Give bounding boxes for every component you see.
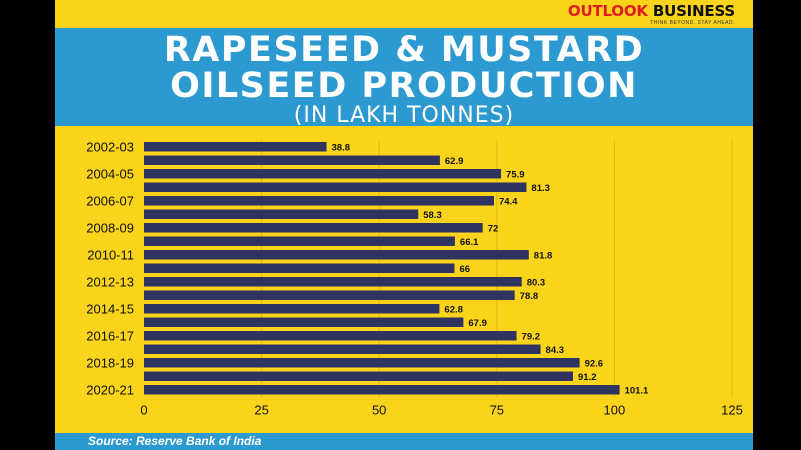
category-label: 2016-17 <box>86 329 134 344</box>
bar <box>144 182 527 192</box>
value-label: 81.3 <box>531 183 550 194</box>
bar <box>144 344 541 354</box>
infographic: OUTLOOK BUSINESS THINK BEYOND. STAY AHEA… <box>55 0 753 450</box>
value-label: 58.3 <box>423 210 442 221</box>
footer-bar: Source: Reserve Bank of India <box>55 433 753 450</box>
category-label: 2010-11 <box>87 248 134 263</box>
brand-name-part2: BUSINESS <box>652 2 735 20</box>
value-label: 78.8 <box>520 291 539 302</box>
value-label: 66.1 <box>460 237 479 248</box>
category-label: 2002-03 <box>86 140 134 155</box>
x-tick-label: 25 <box>254 403 268 418</box>
value-label: 38.8 <box>332 143 351 154</box>
chart-subtitle: (IN LAKH TONNES) <box>293 103 515 128</box>
bar <box>144 385 620 395</box>
category-label: 2020-21 <box>86 383 134 398</box>
category-label: 2014-15 <box>86 302 134 317</box>
value-label: 81.8 <box>534 251 553 262</box>
brand-name-part1: OUTLOOK <box>567 2 648 20</box>
x-tick-label: 125 <box>721 403 743 418</box>
brand-name: OUTLOOK BUSINESS <box>568 3 735 20</box>
category-label: 2012-13 <box>86 275 134 290</box>
category-label: 2008-09 <box>86 221 134 236</box>
bar <box>144 290 515 300</box>
value-label: 75.9 <box>506 170 524 181</box>
value-label: 92.6 <box>585 359 604 370</box>
bar <box>144 169 502 179</box>
bar <box>144 317 464 327</box>
x-tick-label: 100 <box>604 403 626 418</box>
bar <box>144 250 529 260</box>
bar <box>144 142 327 152</box>
title-line-2: OILSEED PRODUCTION <box>170 66 638 106</box>
value-label: 74.4 <box>499 197 518 208</box>
bar <box>144 358 580 368</box>
bar <box>144 331 517 341</box>
value-label: 72 <box>488 224 499 235</box>
value-label: 62.8 <box>444 305 463 316</box>
bar <box>144 209 419 219</box>
bar <box>144 196 494 206</box>
value-label: 80.3 <box>527 278 546 289</box>
x-tick-label: 0 <box>140 403 147 418</box>
header-banner: RAPESEED & MUSTARD OILSEED PRODUCTION (I… <box>55 28 753 128</box>
value-label: 84.3 <box>546 345 565 356</box>
value-label: 66 <box>459 264 470 275</box>
value-label: 67.9 <box>468 318 487 329</box>
category-label: 2006-07 <box>86 194 134 209</box>
category-label: 2004-05 <box>86 167 134 182</box>
bar-chart: 0 25 50 75 100 125 38.8 2002-03 62.9 75.9 2004-05 8… <box>86 140 743 418</box>
bar <box>144 371 574 381</box>
category-label: 2018-19 <box>86 356 134 371</box>
x-tick-label: 50 <box>372 403 386 418</box>
value-label: 101.1 <box>625 386 649 397</box>
x-tick-label: 75 <box>490 403 504 418</box>
bar <box>144 304 440 314</box>
brand-tagline: THINK BEYOND. STAY AHEAD. <box>650 20 735 26</box>
value-label: 79.2 <box>522 332 541 343</box>
brand-logo: OUTLOOK BUSINESS THINK BEYOND. STAY AHEA… <box>568 3 735 27</box>
value-label: 91.2 <box>578 372 597 383</box>
bar <box>144 277 522 287</box>
bar <box>144 223 483 233</box>
bar <box>144 236 455 246</box>
title-line-1: RAPESEED & MUSTARD <box>163 30 645 70</box>
bar <box>144 155 440 165</box>
chart-title: RAPESEED & MUSTARD OILSEED PRODUCTION <box>55 28 753 104</box>
value-label: 62.9 <box>445 156 464 167</box>
bar <box>144 263 455 273</box>
source-note: Source: Reserve Bank of India <box>88 434 262 448</box>
